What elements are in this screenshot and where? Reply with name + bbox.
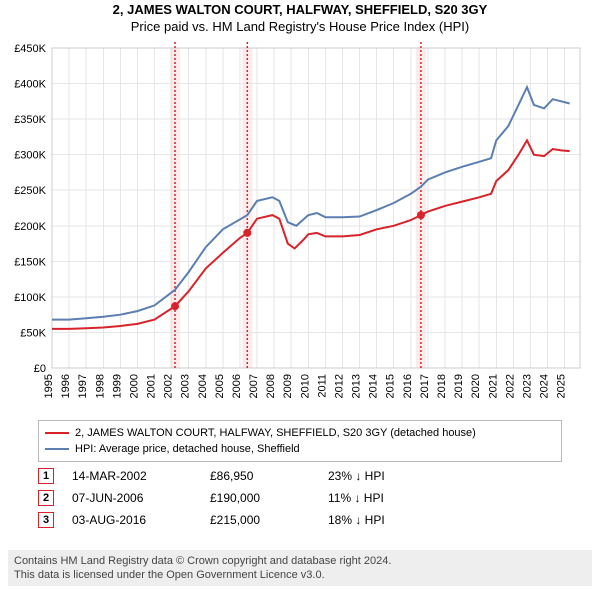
- x-tick-label: 2019: [453, 374, 465, 398]
- x-tick-label: 1996: [60, 374, 72, 398]
- x-tick-label: 2010: [299, 374, 311, 398]
- x-tick-label: 2007: [248, 374, 260, 398]
- transaction-date: 07-JUN-2006: [72, 491, 192, 505]
- transaction-price: £190,000: [210, 491, 310, 505]
- transaction-point: [243, 229, 251, 237]
- transaction-hpi-diff: 18% ↓ HPI: [328, 513, 448, 527]
- x-tick-label: 1995: [43, 374, 55, 398]
- y-tick-label: £400K: [14, 79, 46, 91]
- x-tick-label: 2001: [146, 374, 158, 398]
- x-tick-label: 2016: [402, 374, 414, 398]
- x-tick-label: 2017: [419, 374, 431, 398]
- x-tick-label: 2023: [521, 374, 533, 398]
- x-tick-label: 2005: [214, 374, 226, 398]
- footer-line-2: This data is licensed under the Open Gov…: [14, 568, 586, 582]
- transaction-row: 2 07-JUN-2006 £190,000 11% ↓ HPI: [38, 490, 562, 506]
- transaction-date: 14-MAR-2002: [72, 469, 192, 483]
- x-tick-label: 2002: [163, 374, 175, 398]
- transaction-hpi-diff: 23% ↓ HPI: [328, 469, 448, 483]
- x-tick-label: 2000: [128, 374, 140, 398]
- chart-subtitle: Price paid vs. HM Land Registry's House …: [0, 19, 600, 34]
- chart-svg: £0 £50K £100K £150K £200K £250K £300K £350K £400…: [0, 42, 600, 412]
- transaction-row: 1 14-MAR-2002 £86,950 23% ↓ HPI: [38, 468, 562, 484]
- transaction-marker-number: 2: [38, 490, 54, 506]
- transactions-table: 1 14-MAR-2002 £86,950 23% ↓ HPI 2 07-JUN-2006…: [38, 462, 562, 528]
- y-tick-label: £150K: [14, 256, 46, 268]
- x-tick-label: 2015: [385, 374, 397, 398]
- transaction-price: £215,000: [210, 513, 310, 527]
- x-tick-label: 1998: [94, 374, 106, 398]
- transaction-price: £86,950: [210, 469, 310, 483]
- x-tick-label: 2020: [470, 374, 482, 398]
- price-chart: £0 £50K £100K £150K £200K £250K £300K £350K £400…: [0, 42, 600, 412]
- x-tick-label: 2004: [197, 374, 209, 398]
- y-tick-label: £200K: [14, 221, 46, 233]
- transaction-date: 03-AUG-2016: [72, 513, 192, 527]
- x-tick-label: 2003: [180, 374, 192, 398]
- y-tick-label: £250K: [14, 185, 46, 197]
- attribution-footer: Contains HM Land Registry data © Crown c…: [8, 550, 592, 586]
- chart-title: 2, JAMES WALTON COURT, HALFWAY, SHEFFIEL…: [0, 2, 600, 17]
- x-tick-label: 2014: [368, 374, 380, 398]
- x-tick-label: 2011: [316, 374, 328, 398]
- transaction-marker-number: 1: [38, 468, 54, 484]
- footer-line-1: Contains HM Land Registry data © Crown c…: [14, 554, 586, 568]
- transaction-point: [417, 211, 425, 219]
- transaction-hpi-diff: 11% ↓ HPI: [328, 491, 448, 505]
- legend-item: 2, JAMES WALTON COURT, HALFWAY, SHEFFIEL…: [45, 425, 555, 441]
- x-tick-label: 2009: [282, 374, 294, 398]
- y-tick-label: £350K: [14, 114, 46, 126]
- x-tick-label: 2022: [504, 374, 516, 398]
- y-tick-label: £0: [34, 363, 46, 375]
- x-tick-label: 2013: [351, 374, 363, 398]
- y-tick-label: £100K: [14, 292, 46, 304]
- x-tick-label: 2018: [436, 374, 448, 398]
- legend-swatch: [45, 448, 69, 450]
- legend-label: 2, JAMES WALTON COURT, HALFWAY, SHEFFIEL…: [75, 425, 476, 441]
- legend-item: HPI: Average price, detached house, Shef…: [45, 441, 555, 457]
- x-tick-label: 2024: [539, 374, 551, 398]
- x-tick-label: 2025: [556, 374, 568, 398]
- x-tick-label: 2008: [265, 374, 277, 398]
- chart-header: 2, JAMES WALTON COURT, HALFWAY, SHEFFIEL…: [0, 0, 600, 34]
- legend-swatch: [45, 432, 69, 434]
- transaction-row: 3 03-AUG-2016 £215,000 18% ↓ HPI: [38, 512, 562, 528]
- x-tick-label: 2012: [333, 374, 345, 398]
- transaction-point: [171, 302, 179, 310]
- y-tick-label: £50K: [20, 327, 46, 339]
- x-tick-label: 1999: [111, 374, 123, 398]
- x-tick-label: 2021: [487, 374, 499, 398]
- legend: 2, JAMES WALTON COURT, HALFWAY, SHEFFIEL…: [38, 420, 562, 462]
- transaction-marker-number: 3: [38, 512, 54, 528]
- y-tick-label: £300K: [14, 150, 46, 162]
- x-tick-label: 2006: [231, 374, 243, 398]
- y-tick-label: £450K: [14, 43, 46, 55]
- legend-label: HPI: Average price, detached house, Shef…: [75, 441, 300, 457]
- x-tick-label: 1997: [77, 374, 89, 398]
